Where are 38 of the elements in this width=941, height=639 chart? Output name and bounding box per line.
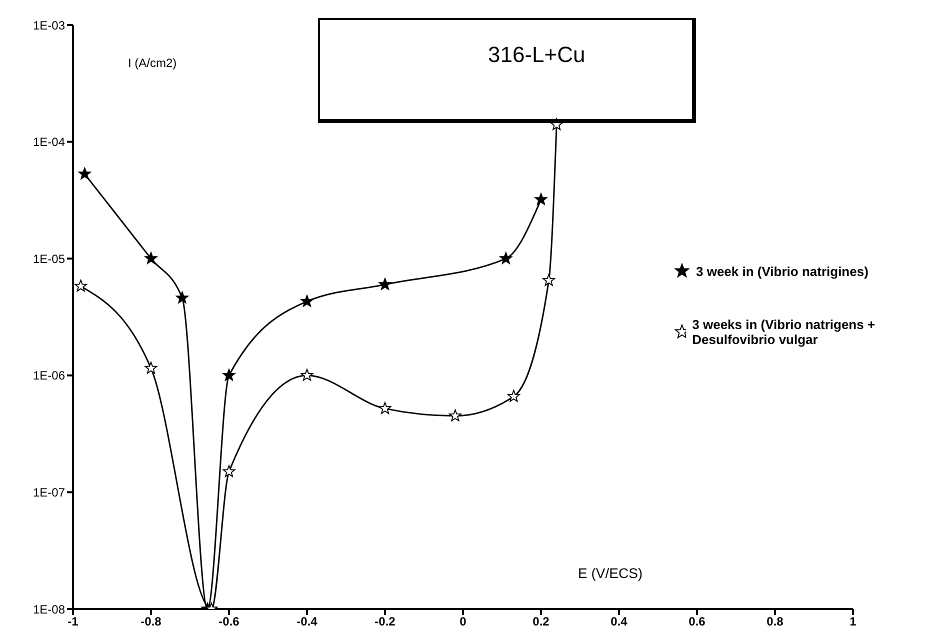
point — [300, 294, 314, 307]
point — [144, 362, 158, 374]
point — [378, 278, 392, 290]
point — [534, 193, 548, 205]
x-tick-label: -0.6 — [218, 614, 240, 629]
point — [542, 274, 556, 286]
y-axis-title: I (A/cm2) — [128, 56, 177, 70]
x-axis-title: E (V/ECS) — [578, 565, 643, 581]
x-tick-label: 0.6 — [688, 614, 706, 629]
y-tick-label: 1E-04 — [32, 135, 66, 150]
x-tick-label: 0.2 — [532, 614, 550, 629]
point — [222, 465, 236, 477]
point — [74, 280, 88, 292]
point — [222, 368, 236, 381]
x-tick-label: 1 — [850, 614, 857, 629]
point — [144, 252, 158, 264]
y-tick-label: 1E-05 — [32, 252, 66, 266]
x-tick-label: 0.8 — [766, 614, 784, 629]
x-tick-label: -0.4 — [296, 614, 318, 629]
x-tick-label: 0 — [460, 614, 467, 629]
point — [507, 390, 520, 402]
y-tick-label: 1E-08 — [32, 602, 66, 616]
point — [78, 168, 91, 180]
x-tick-label: -0.8 — [140, 614, 162, 629]
y-tick-label: 1E-07 — [32, 485, 66, 500]
point — [378, 402, 392, 414]
legend-label: 3 weeks in (Vibrio natrigens + Desulfovibrio vulgar — [692, 317, 876, 347]
x-tick-label: 0.4 — [610, 614, 628, 629]
x-tick-label: -0.2 — [374, 614, 396, 629]
point — [448, 409, 462, 422]
y-tick-label: 1E-03 — [32, 18, 66, 32]
text: 316-L+Cu — [488, 42, 586, 68]
x-tick-label: -1 — [68, 614, 79, 629]
point — [300, 368, 314, 381]
legend-label: 3 week in (Vibrio natrigines) — [696, 264, 868, 278]
point — [176, 291, 188, 304]
point — [500, 252, 512, 264]
y-tick-label: 1E-06 — [32, 368, 66, 383]
